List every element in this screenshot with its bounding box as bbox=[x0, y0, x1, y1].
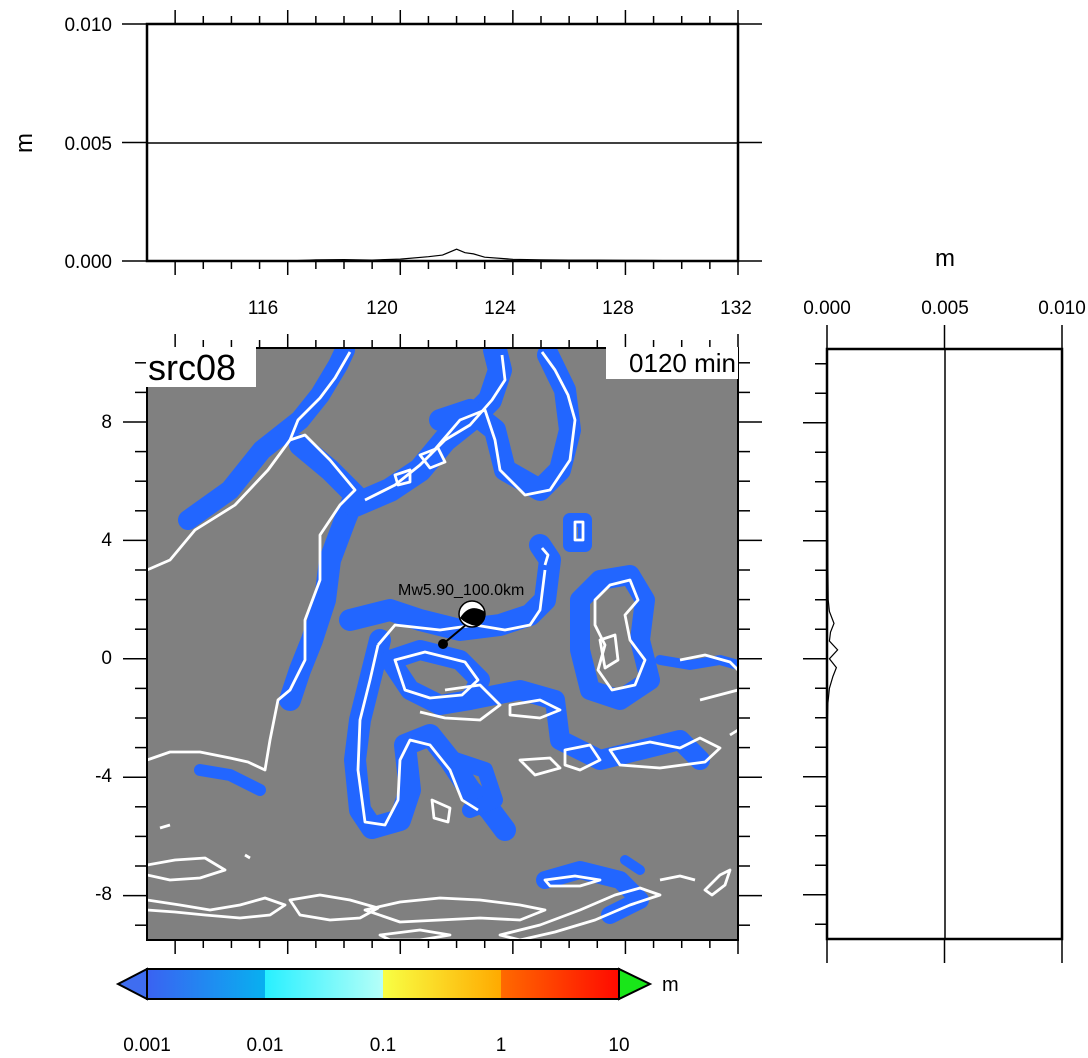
coast-buru bbox=[608, 736, 722, 770]
coast-small-1 bbox=[159, 823, 171, 830]
top-profile-ticks bbox=[122, 10, 762, 275]
map-x-tick-label: 120 bbox=[366, 298, 398, 319]
band-ternate bbox=[563, 513, 592, 552]
map-y-tick-label: -4 bbox=[95, 766, 112, 787]
epicenter-leader-line bbox=[442, 623, 468, 645]
band-flores-east bbox=[620, 855, 645, 875]
coast-philippines bbox=[364, 354, 507, 502]
map-label: src08 bbox=[148, 347, 236, 388]
top-profile-panel: 0.010 0.005 0.000 m 116 120 124 128 132 bbox=[11, 10, 762, 319]
colorbar-under-triangle bbox=[115, 967, 148, 1001]
coast-halmahera bbox=[593, 578, 647, 692]
colorbar-unit: m bbox=[662, 974, 679, 996]
coastlines bbox=[147, 351, 738, 940]
colorbar-segment bbox=[265, 969, 383, 999]
epicenter-marker: Mw5.90_100.0km bbox=[398, 582, 524, 649]
coast-obi bbox=[518, 756, 562, 777]
coast-small-2 bbox=[244, 853, 251, 860]
coast-borneo-north bbox=[288, 351, 352, 441]
map-label-box bbox=[146, 347, 256, 387]
band-maluku bbox=[460, 680, 710, 770]
band-borneo-north bbox=[178, 348, 355, 530]
epicenter-dot bbox=[438, 639, 448, 649]
colorbar-tick-label: 1 bbox=[496, 1035, 507, 1056]
time-label: 0120 min bbox=[629, 348, 736, 378]
top-profile-series-line bbox=[147, 248, 739, 262]
map-ticks bbox=[123, 334, 762, 954]
coast-borneo bbox=[147, 433, 357, 772]
colorbar-tick-label: 0.001 bbox=[123, 1035, 171, 1056]
coast-halmahera-inner bbox=[598, 633, 620, 670]
coast-papua-south bbox=[699, 688, 738, 702]
beachball-icon bbox=[458, 600, 486, 628]
coast-seram bbox=[563, 743, 602, 772]
map-frame bbox=[146, 347, 739, 941]
coast-sulawesi-north-arm bbox=[376, 569, 547, 646]
map-x-tick-label: 128 bbox=[602, 298, 634, 319]
coast-alor bbox=[543, 874, 602, 888]
map-x-tick-label: 132 bbox=[720, 298, 752, 319]
coast-sumbawa bbox=[288, 893, 380, 922]
colorbar-tick-label: 10 bbox=[608, 1035, 629, 1056]
colorbar-tick-label: 0.1 bbox=[370, 1035, 396, 1056]
map-y-tick-label: -8 bbox=[95, 884, 112, 905]
map-panel: Mw5.90_100.0km src08 0120 min 8 4 0 -4 -… bbox=[95, 334, 762, 954]
colorbar-segment bbox=[501, 969, 619, 999]
top-y-tick-label: 0.010 bbox=[64, 15, 112, 36]
band-sulawesi-southeast bbox=[447, 752, 503, 818]
top-y-tick-label: 0.005 bbox=[64, 134, 112, 155]
map-y-tick-label: 8 bbox=[101, 412, 112, 433]
colorbar-tick-label: 0.01 bbox=[247, 1035, 284, 1056]
coast-philippine-islands bbox=[418, 446, 447, 470]
colorbar-segment bbox=[147, 969, 265, 999]
time-label-box bbox=[606, 347, 738, 379]
top-profile-ylabel: m bbox=[11, 133, 38, 153]
right-profile-xlabel: m bbox=[935, 245, 955, 272]
event-label: Mw5.90_100.0km bbox=[398, 582, 524, 599]
top-y-tick-label: 0.000 bbox=[64, 252, 112, 273]
band-philippines-west bbox=[343, 348, 512, 517]
map-y-tick-label: 0 bbox=[101, 648, 112, 669]
coast-bali-lombok bbox=[147, 896, 287, 920]
coast-sulawesi bbox=[356, 644, 479, 827]
coast-ternate bbox=[573, 520, 585, 542]
coast-timor bbox=[498, 886, 662, 940]
band-south-sulawesi-sea bbox=[194, 764, 266, 796]
coast-tanimbar bbox=[703, 868, 732, 897]
coast-flores bbox=[363, 896, 547, 924]
coast-java bbox=[147, 856, 227, 882]
right-profile-ticks bbox=[803, 325, 1063, 963]
colorbar-segment bbox=[383, 969, 501, 999]
coast-mindanao bbox=[428, 351, 577, 497]
coast-banggai bbox=[508, 698, 562, 720]
map-x-tick-label: 116 bbox=[248, 298, 278, 319]
right-x-tick-label: 0.010 bbox=[1038, 298, 1086, 319]
colorbar-over-triangle bbox=[618, 967, 653, 1001]
right-profile-series-line bbox=[826, 348, 839, 940]
coast-wetar bbox=[659, 874, 696, 882]
colorbar: m 0.001 0.01 0.1 1 10 bbox=[115, 967, 679, 1056]
map-content: Mw5.90_100.0km bbox=[147, 348, 738, 940]
map-x-tick-label: 124 bbox=[484, 298, 516, 319]
coast-buton bbox=[430, 798, 452, 824]
coast-sulawesi-east-arm bbox=[419, 683, 502, 722]
coast-sangihe bbox=[540, 547, 550, 566]
coast-papua bbox=[679, 653, 738, 671]
right-x-tick-label: 0.000 bbox=[803, 298, 851, 319]
right-x-tick-label: 0.005 bbox=[921, 298, 969, 319]
coast-philippine-islands-2 bbox=[393, 468, 412, 487]
right-profile-panel: m 0.000 0.005 0.010 bbox=[803, 245, 1086, 963]
map-y-tick-label: 4 bbox=[101, 530, 112, 551]
coast-misool bbox=[729, 728, 738, 737]
